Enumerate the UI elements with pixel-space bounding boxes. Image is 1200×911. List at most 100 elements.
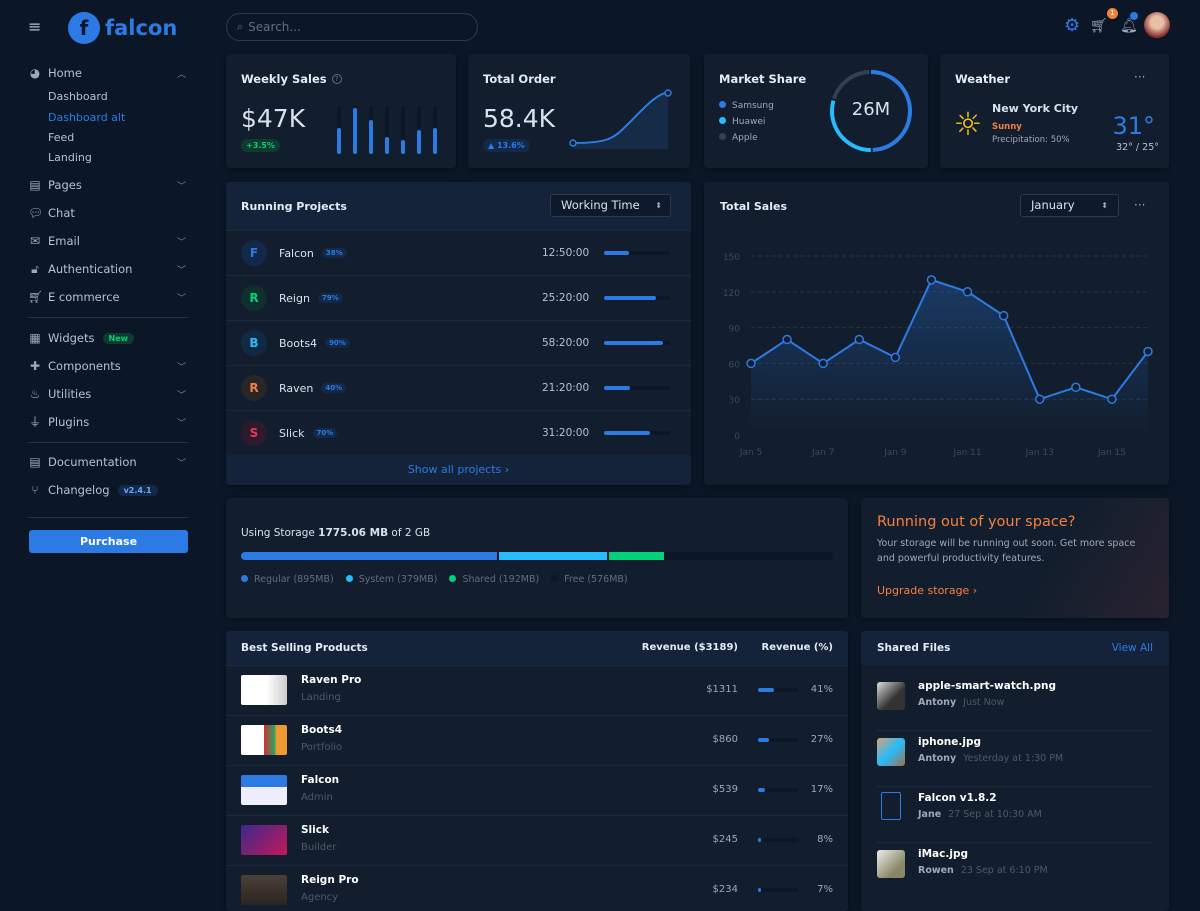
project-row[interactable]: B Boots4 90% 58:20:00 xyxy=(226,320,691,365)
more-options-icon[interactable]: ··· xyxy=(1134,70,1146,84)
working-time-select[interactable]: Working Time ⬍ xyxy=(550,194,671,217)
project-row[interactable]: S Slick 70% 31:20:00 xyxy=(226,410,691,455)
sales-area xyxy=(751,279,1148,435)
upgrade-storage-link[interactable]: Upgrade storage › xyxy=(877,584,978,597)
user-avatar[interactable] xyxy=(1144,12,1170,38)
fire-icon: ♨ xyxy=(29,387,41,401)
file-name[interactable]: iMac.jpg xyxy=(918,848,968,860)
sales-point[interactable] xyxy=(818,358,828,369)
sidebar-item-documentation[interactable]: ▤ Documentation ﹀ xyxy=(28,452,188,472)
sidebar-item-email[interactable]: ✉ Email ﹀ xyxy=(28,231,188,251)
shared-file-row[interactable]: Falcon v1.8.2 Jane 27 Sep at 10:30 AM xyxy=(877,787,1153,843)
sales-point[interactable] xyxy=(1143,346,1153,357)
sidebar-sub-feed[interactable]: Feed xyxy=(48,131,75,144)
weekly-bar-track xyxy=(417,106,421,154)
product-thumbnail xyxy=(241,725,287,755)
sidebar-item-changelog[interactable]: ⑂ Changelog v2.4.1 xyxy=(28,480,188,500)
sidebar-sub-dashboard[interactable]: Dashboard xyxy=(48,90,108,103)
progress-fill xyxy=(758,838,762,842)
progress-fill xyxy=(604,341,664,345)
widgets-icon: ▦ xyxy=(29,331,41,345)
sales-point[interactable] xyxy=(782,334,792,345)
file-name[interactable]: apple-smart-watch.png xyxy=(918,680,1057,692)
sales-point[interactable] xyxy=(1034,394,1045,404)
chevron-down-icon: ﹀ xyxy=(176,362,186,373)
y-tick-label: 0 xyxy=(734,432,740,442)
sidebar-item-widgets[interactable]: ▦ Widgets New xyxy=(28,328,188,348)
sun-icon: ☼ xyxy=(953,105,983,143)
file-meta: Antony Yesterday at 1:30 PM xyxy=(918,753,1063,764)
sales-point[interactable] xyxy=(926,275,937,285)
sidebar-item-components[interactable]: ✚ Components ﹀ xyxy=(28,356,188,376)
product-revenue-percent: 41% xyxy=(810,684,833,695)
product-row[interactable]: Boots4 Portfolio $860 27% xyxy=(226,715,848,765)
shared-file-row[interactable]: apple-smart-watch.png Antony Just Now xyxy=(877,675,1153,731)
search-input[interactable]: ⌕ Search... xyxy=(226,13,478,41)
month-select[interactable]: January ⬍ xyxy=(1020,194,1119,217)
sidebar-divider xyxy=(28,317,188,318)
x-tick-label: Jan 15 xyxy=(1097,448,1126,458)
project-row[interactable]: R Reign 79% 25:20:00 xyxy=(226,275,691,320)
sales-point[interactable] xyxy=(998,310,1009,321)
file-name[interactable]: Falcon v1.8.2 xyxy=(918,792,997,804)
sales-point[interactable] xyxy=(890,352,901,363)
sidebar-item-e-commerce[interactable]: 🛒︎ E commerce ﹀ xyxy=(28,287,188,307)
sales-point[interactable] xyxy=(854,334,865,345)
file-name[interactable]: iphone.jpg xyxy=(918,736,982,748)
sidebar-item-label: Chat xyxy=(48,206,75,220)
menu-toggle-icon[interactable]: ≡ xyxy=(28,17,42,36)
info-icon[interactable]: ? xyxy=(331,74,342,84)
more-options-icon[interactable]: ··· xyxy=(1134,198,1146,212)
select-arrows-icon: ⬍ xyxy=(1101,201,1108,210)
project-progress-bar xyxy=(604,341,670,345)
sidebar-sub-landing[interactable]: Landing xyxy=(48,151,92,164)
running-projects-card: Running Projects Working Time ⬍ F Falcon 38… xyxy=(226,182,691,485)
sidebar-item-utilities[interactable]: ♨ Utilities ﹀ xyxy=(28,384,188,404)
shared-file-row[interactable]: iphone.jpg Antony Yesterday at 1:30 PM xyxy=(877,731,1153,787)
sales-point[interactable] xyxy=(1071,382,1081,393)
project-row[interactable]: F Falcon 38% 12:50:00 xyxy=(226,230,691,275)
brand-logo[interactable]: f falcon xyxy=(68,12,177,44)
purchase-button[interactable]: Purchase xyxy=(29,530,188,553)
product-name[interactable]: Slick xyxy=(301,824,329,836)
notification-bell-icon[interactable]: 🔔︎ xyxy=(1120,18,1138,34)
product-row[interactable]: Reign Pro Agency $234 7% xyxy=(226,865,848,911)
project-avatar: B xyxy=(241,330,267,356)
product-row[interactable]: Falcon Admin $539 17% xyxy=(226,765,848,815)
revenue-progress-bar xyxy=(758,688,798,692)
view-all-link[interactable]: View All xyxy=(1111,642,1153,654)
branch-icon: ⑂ xyxy=(31,483,39,497)
sidebar-item-home[interactable]: ◕ Home ︿ xyxy=(28,63,188,83)
project-time: 31:20:00 xyxy=(542,427,590,439)
weekly-sales-value: $47K xyxy=(241,104,306,133)
sales-point[interactable] xyxy=(962,287,973,297)
product-row[interactable]: Raven Pro Landing $1311 41% xyxy=(226,665,848,715)
sidebar-item-plugins[interactable]: ⏚ Plugins ﹀ xyxy=(28,412,188,432)
weather-card: Weather ··· ☼ New York City Sunny Precip… xyxy=(940,54,1169,168)
product-revenue: $1311 xyxy=(706,684,738,695)
product-name[interactable]: Falcon xyxy=(301,774,340,786)
progress-fill xyxy=(758,888,761,892)
product-revenue-percent: 17% xyxy=(810,784,833,795)
product-name[interactable]: Reign Pro xyxy=(301,874,359,886)
settings-icon[interactable]: ⚙ xyxy=(1064,15,1081,36)
product-revenue: $539 xyxy=(712,784,738,795)
project-row[interactable]: R Raven 40% 21:20:00 xyxy=(226,365,691,410)
cart-icon[interactable]: 🛒︎ xyxy=(1090,18,1108,34)
storage-total: of 2 GB xyxy=(388,527,431,539)
product-row[interactable]: Slick Builder $245 8% xyxy=(226,815,848,865)
storage-legend: Regular (895MB) System (379MB) Shared (192… xyxy=(241,574,628,585)
sidebar-item-label: Components xyxy=(48,359,121,373)
show-all-projects-link[interactable]: Show all projects › xyxy=(226,455,691,485)
project-avatar: S xyxy=(241,420,267,446)
product-name[interactable]: Boots4 xyxy=(301,724,343,736)
shared-files-card: Shared Files View All apple-smart-watch.… xyxy=(861,631,1169,911)
sidebar-item-authentication[interactable]: 🔓︎ Authentication ﹀ xyxy=(28,259,188,279)
sidebar-item-pages[interactable]: ▤ Pages ﹀ xyxy=(28,175,188,195)
sidebar-item-chat[interactable]: 💬︎ Chat xyxy=(28,203,188,223)
sales-point[interactable] xyxy=(746,358,756,369)
sales-point[interactable] xyxy=(1107,394,1117,404)
sidebar-sub-dashboard-alt[interactable]: Dashboard alt xyxy=(48,111,126,124)
shared-file-row[interactable]: iMac.jpg Rowen 23 Sep at 6:10 PM xyxy=(877,843,1153,899)
product-name[interactable]: Raven Pro xyxy=(301,674,362,686)
